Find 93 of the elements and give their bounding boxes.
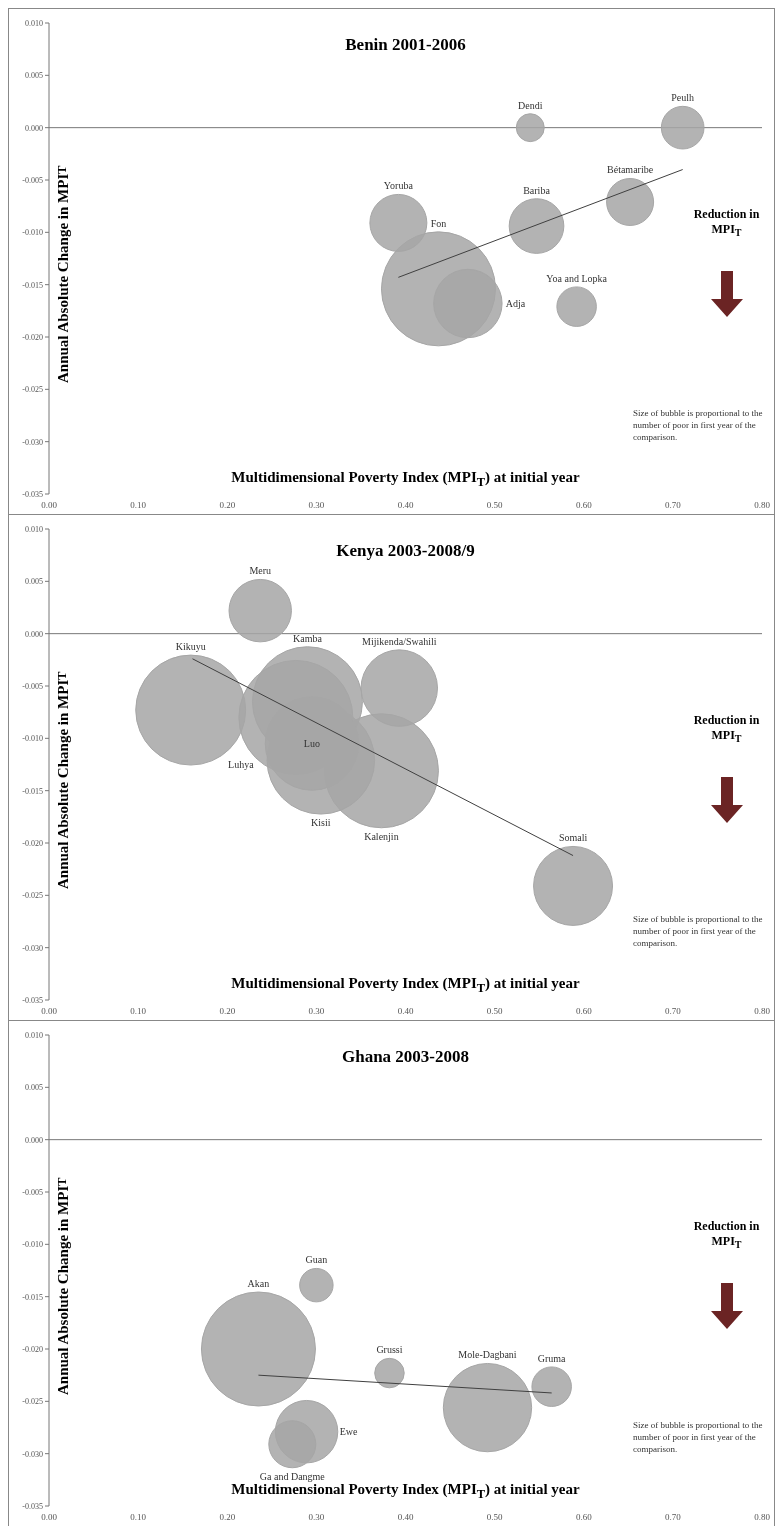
- y-tick-label: -0.025: [22, 385, 43, 395]
- x-axis-title: Multidimensional Poverty Index (MPI$_{T}$) at initial year: [230, 975, 581, 996]
- series-label: Grussi: [376, 1344, 403, 1356]
- y-tick-label: -0.025: [22, 891, 43, 901]
- x-tick-label: 0.20: [219, 1006, 236, 1017]
- x-tick-label: 0.60: [575, 1512, 593, 1523]
- x-tick-label: 0.50: [486, 500, 503, 511]
- series-label: Mole-Dagbani: [458, 1349, 517, 1361]
- x-tick-label: 0.40: [397, 1512, 414, 1523]
- annotation: Reduction in MPI$_{T}$: [692, 1219, 761, 1251]
- y-tick-label: 0.010: [25, 18, 43, 28]
- x-tick-label: 0.20: [219, 1512, 236, 1523]
- x-tick-label: 0.40: [397, 500, 414, 511]
- series-label: Bétamaribe: [607, 164, 654, 176]
- y-tick-label: 0.005: [25, 577, 43, 587]
- series-label: Luhya: [228, 759, 255, 771]
- series-label: Fon: [430, 217, 447, 229]
- y-tick-label: -0.020: [22, 1344, 43, 1354]
- x-axis-title: Multidimensional Poverty Index (MPI$_{T}$) at initial year: [230, 469, 581, 490]
- annotation: Size of bubble is proportional to the number of poor in first year of the comparison.: [633, 407, 764, 443]
- series-label: Yoruba: [383, 180, 414, 192]
- series-label: Kikuyu: [175, 641, 206, 653]
- y-tick-label: 0.000: [25, 123, 43, 133]
- y-tick-label: -0.025: [22, 1397, 43, 1407]
- y-tick-label: 0.000: [25, 629, 43, 639]
- x-tick-label: 0.10: [130, 1512, 147, 1523]
- x-tick-label: 0.70: [665, 1006, 682, 1017]
- series-label: Somali: [558, 832, 588, 844]
- series-label: Adja: [505, 298, 526, 310]
- y-tick-label: -0.010: [22, 228, 43, 238]
- series-label: Gruma: [537, 1352, 567, 1364]
- x-axis-title: Multidimensional Poverty Index (MPI$_{T}$) at initial year: [230, 1481, 581, 1502]
- series-label: Guan: [305, 1254, 328, 1266]
- y-tick-label: -0.020: [22, 838, 43, 848]
- x-tick-label: 0.10: [130, 500, 147, 511]
- series-label: Kisii: [311, 817, 331, 829]
- series-label: Kalenjin: [364, 830, 399, 842]
- series-label: Dendi: [518, 99, 543, 111]
- y-tick-label: -0.005: [22, 175, 43, 185]
- y-tick-label: -0.010: [22, 734, 43, 744]
- annotation: Reduction in MPI$_{T}$: [692, 207, 761, 239]
- x-tick-label: 0.70: [665, 500, 682, 511]
- x-tick-label: 0.20: [219, 500, 236, 511]
- y-tick-label: -0.015: [22, 786, 43, 796]
- series-label: Kamba: [293, 632, 323, 644]
- y-tick-label: -0.005: [22, 681, 43, 691]
- x-tick-label: 0.80: [754, 1006, 771, 1017]
- y-tick-label: -0.015: [22, 1292, 43, 1302]
- series-label: Luo: [303, 738, 320, 750]
- y-tick-label: 0.005: [25, 71, 43, 81]
- annotation: Size of bubble is proportional to the number of poor in first year of the comparison.: [633, 913, 764, 949]
- y-tick-label: -0.035: [22, 995, 43, 1005]
- series-label: Meru: [249, 565, 272, 577]
- x-tick-label: 0.80: [754, 1512, 771, 1523]
- y-tick-label: -0.010: [22, 1240, 43, 1250]
- y-tick-label: -0.035: [22, 1501, 43, 1511]
- annotation: Reduction in MPI$_{T}$: [692, 713, 761, 745]
- x-tick-label: 0.40: [397, 1006, 414, 1017]
- y-tick-label: -0.030: [22, 943, 43, 953]
- y-tick-label: 0.010: [25, 1030, 43, 1040]
- x-tick-label: 0.60: [575, 1006, 593, 1017]
- x-tick-label: 0.30: [308, 500, 325, 511]
- y-tick-label: -0.030: [22, 437, 43, 447]
- x-tick-label: 0.00: [41, 1006, 58, 1017]
- y-tick-label: 0.000: [25, 1135, 43, 1145]
- series-label: Akan: [247, 1278, 270, 1289]
- y-tick-label: -0.020: [22, 332, 43, 342]
- x-tick-label: 0.00: [41, 1512, 58, 1523]
- series-label: Peulh: [671, 92, 695, 104]
- y-tick-label: 0.005: [25, 1083, 43, 1093]
- y-tick-label: -0.030: [22, 1449, 43, 1459]
- x-tick-label: 0.60: [575, 500, 593, 511]
- series-label: Mijikenda/Swahili: [362, 635, 437, 647]
- series-label: Ga and Dangme: [259, 1470, 326, 1482]
- text: Kenya 2003-2008/9: [335, 541, 476, 561]
- y-tick-label: -0.005: [22, 1187, 43, 1197]
- y-tick-label: 0.010: [25, 524, 43, 534]
- text: Benin 2001-2006: [344, 35, 467, 55]
- annotation: Size of bubble is proportional to the number of poor in first year of the comparison.: [633, 1419, 764, 1455]
- x-tick-label: 0.10: [130, 1006, 147, 1017]
- y-tick-label: -0.015: [22, 280, 43, 290]
- x-tick-label: 0.70: [665, 1512, 682, 1523]
- series-label: Bariba: [523, 184, 551, 196]
- x-tick-label: 0.50: [486, 1006, 503, 1017]
- x-tick-label: 0.50: [486, 1512, 503, 1523]
- y-tick-label: -0.035: [22, 489, 43, 499]
- series-label: Ewe: [339, 1426, 359, 1438]
- series-label: Yoa and Lopka: [546, 272, 608, 284]
- x-tick-label: 0.00: [41, 500, 58, 511]
- x-tick-label: 0.30: [308, 1006, 325, 1017]
- x-tick-label: 0.30: [308, 1512, 325, 1523]
- text: Ghana 2003-2008: [340, 1047, 470, 1067]
- x-tick-label: 0.80: [754, 500, 771, 511]
